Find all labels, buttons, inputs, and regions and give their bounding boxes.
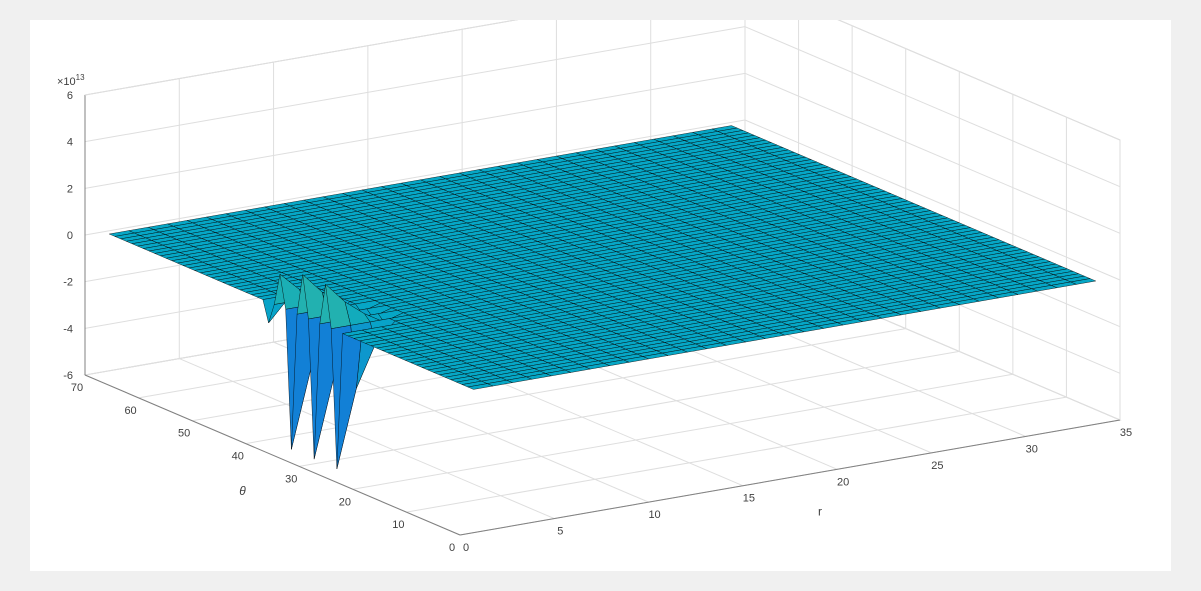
z-tick-label: 4 xyxy=(67,137,73,149)
y-axis-label: θ xyxy=(239,484,246,498)
y-tick-label: 70 xyxy=(71,382,83,394)
x-tick-label: 5 xyxy=(557,526,563,538)
x-tick-label: 0 xyxy=(463,542,469,554)
y-tick-label: 0 xyxy=(449,542,455,554)
figure-window: 05101520253035010203040506070-6-4-20246 … xyxy=(0,0,1201,591)
y-tick-label: 60 xyxy=(124,405,136,417)
y-tick-label: 40 xyxy=(232,451,244,463)
x-tick-label: 10 xyxy=(648,509,660,521)
surface-plot: 05101520253035010203040506070-6-4-20246 … xyxy=(30,20,1171,571)
y-tick-label: 50 xyxy=(178,428,190,440)
z-tick-label: -4 xyxy=(63,323,73,335)
y-tick-label: 30 xyxy=(285,473,297,485)
z-tick-label: -2 xyxy=(63,277,73,289)
y-tick-label: 10 xyxy=(392,519,404,531)
z-axis-exponent: ×1013 xyxy=(57,73,85,88)
y-tick-label: 20 xyxy=(339,496,351,508)
x-tick-label: 15 xyxy=(743,493,755,505)
x-tick-label: 25 xyxy=(931,460,943,472)
z-tick-label: 6 xyxy=(67,90,73,102)
z-tick-label: -6 xyxy=(63,370,73,382)
x-tick-label: 35 xyxy=(1120,427,1132,439)
axes-3d[interactable]: 05101520253035010203040506070-6-4-20246 … xyxy=(30,20,1171,571)
x-tick-label: 20 xyxy=(837,476,849,488)
z-tick-label: 2 xyxy=(67,183,73,195)
z-tick-label: 0 xyxy=(67,230,73,242)
x-axis-label: r xyxy=(818,505,822,519)
x-tick-label: 30 xyxy=(1026,443,1038,455)
